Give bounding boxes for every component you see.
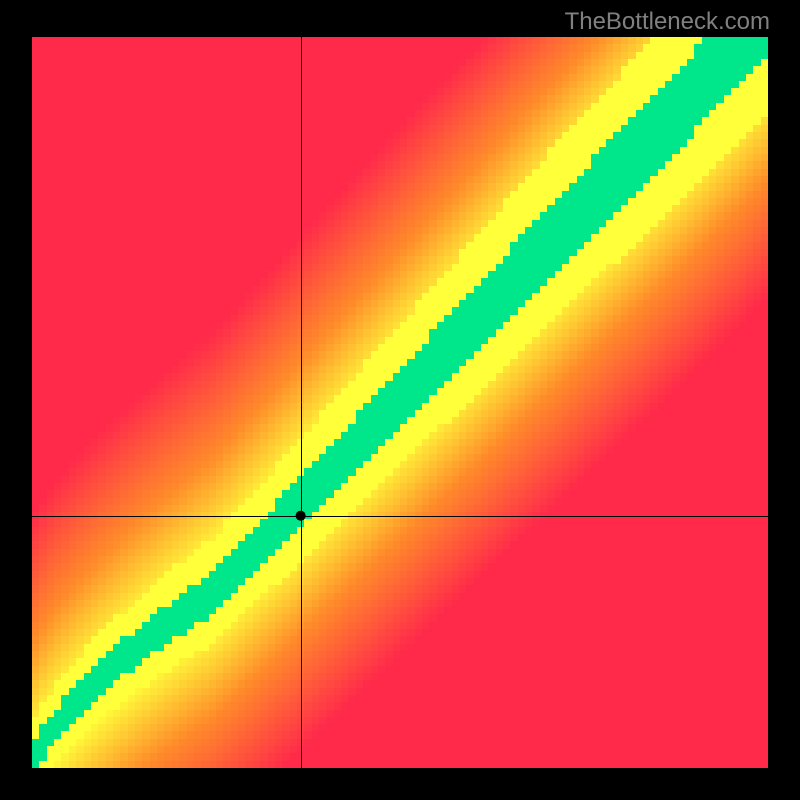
- bottleneck-heatmap: [32, 37, 768, 768]
- chart-container: TheBottleneck.com: [0, 0, 800, 800]
- watermark-text: TheBottleneck.com: [565, 8, 770, 36]
